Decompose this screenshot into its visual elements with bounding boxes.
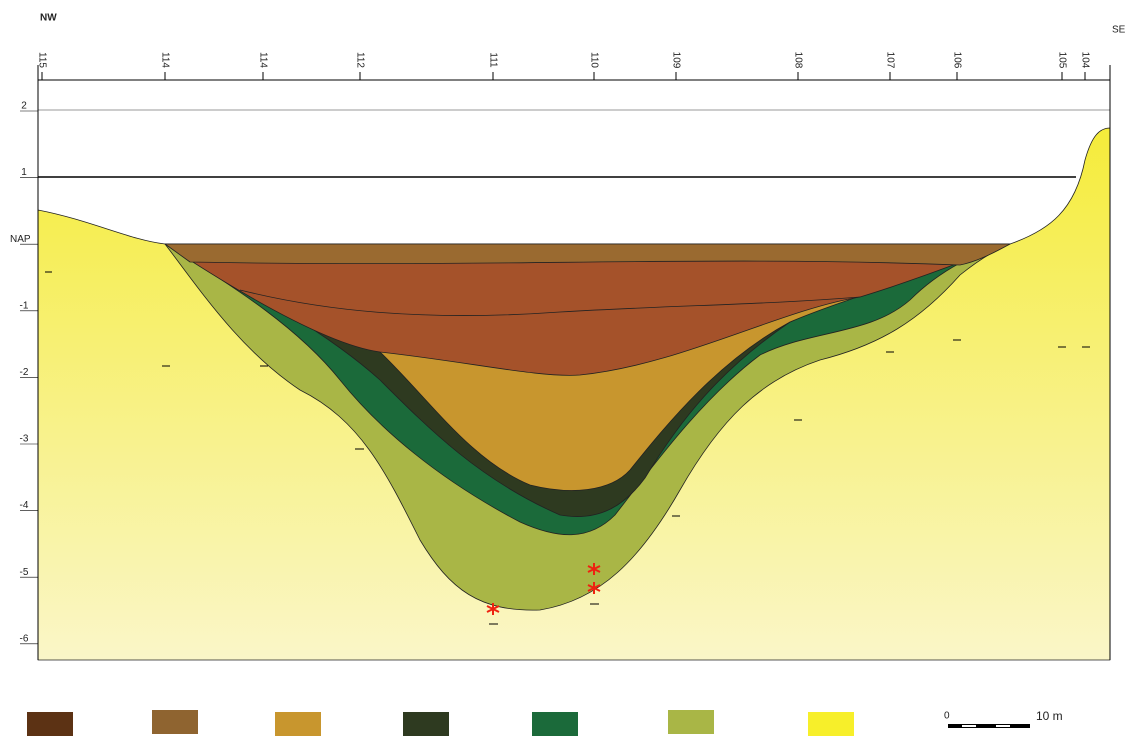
depth-label: 1 <box>21 167 27 178</box>
borehole-label: 115 <box>36 52 47 68</box>
depth-label: -2 <box>20 367 29 378</box>
borehole-label: 109 <box>670 52 681 69</box>
depth-label: -6 <box>20 633 29 644</box>
borehole-label: 108 <box>792 52 803 69</box>
borehole-label: 114 <box>257 52 268 68</box>
brown-layer <box>165 244 1010 265</box>
borehole-label: 105 <box>1056 52 1067 69</box>
depth-label: 2 <box>21 101 27 112</box>
scale-bar <box>962 725 976 727</box>
legend-swatch <box>532 712 578 736</box>
borehole-label: 107 <box>884 52 895 69</box>
scale-bar <box>996 725 1010 727</box>
legend-swatch <box>403 712 449 736</box>
borehole-label: 104 <box>1079 52 1090 69</box>
direction-label: SE <box>1112 25 1126 36</box>
layers <box>38 128 1110 660</box>
scale-start: 0 <box>944 711 950 722</box>
scale-end: 10 m <box>1036 709 1063 723</box>
legend-swatch <box>152 710 198 734</box>
borehole-label: 106 <box>951 52 962 69</box>
depth-label: -3 <box>20 434 29 445</box>
legend-swatch <box>808 712 854 736</box>
depth-label: -1 <box>20 300 29 311</box>
legend-swatch <box>27 712 73 736</box>
borehole-label: 112 <box>354 52 365 68</box>
borehole-label: 110 <box>588 52 599 68</box>
depth-label: -5 <box>20 567 29 578</box>
legend-swatch <box>275 712 321 736</box>
depth-label: NAP <box>10 234 31 245</box>
legend <box>27 710 854 736</box>
legend-swatch <box>668 710 714 734</box>
scale-bar <box>948 724 1030 728</box>
depth-label: -4 <box>20 500 29 511</box>
borehole-label: 111 <box>487 52 498 68</box>
cross-section: 0 10 m NW SE 115 114 114 112 111 110 109 108 107… <box>0 0 1128 736</box>
borehole-label: 114 <box>159 52 170 68</box>
direction-label: NW <box>40 13 57 24</box>
